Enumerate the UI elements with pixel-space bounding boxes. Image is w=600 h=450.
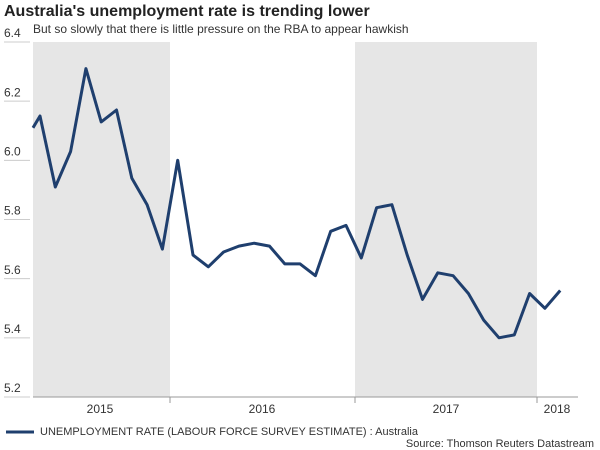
x-tick-label: 2016 [249,402,276,416]
legend-label: UNEMPLOYMENT RATE (LABOUR FORCE SURVEY E… [40,426,419,438]
source: Source: Thomson Reuters Datastream [406,438,594,450]
chart-title: Australia's unemployment rate is trendin… [4,3,370,20]
shade-band [355,42,537,397]
chart-subtitle: But so slowly that there is little press… [33,22,409,36]
x-tick-label: 2017 [433,402,460,416]
x-tick-label: 2015 [87,402,114,416]
y-tick-label: 6.0 [4,145,21,159]
y-tick-label: 6.2 [4,85,21,99]
y-tick-label: 5.4 [4,322,21,336]
y-tick-label: 6.4 [4,26,21,40]
y-tick-label: 5.8 [4,204,21,218]
shade-band [33,42,170,397]
y-tick-label: 5.2 [4,381,21,395]
y-tick-label: 5.6 [4,263,21,277]
series-line [31,67,562,340]
x-tick-label: 2018 [544,402,571,416]
